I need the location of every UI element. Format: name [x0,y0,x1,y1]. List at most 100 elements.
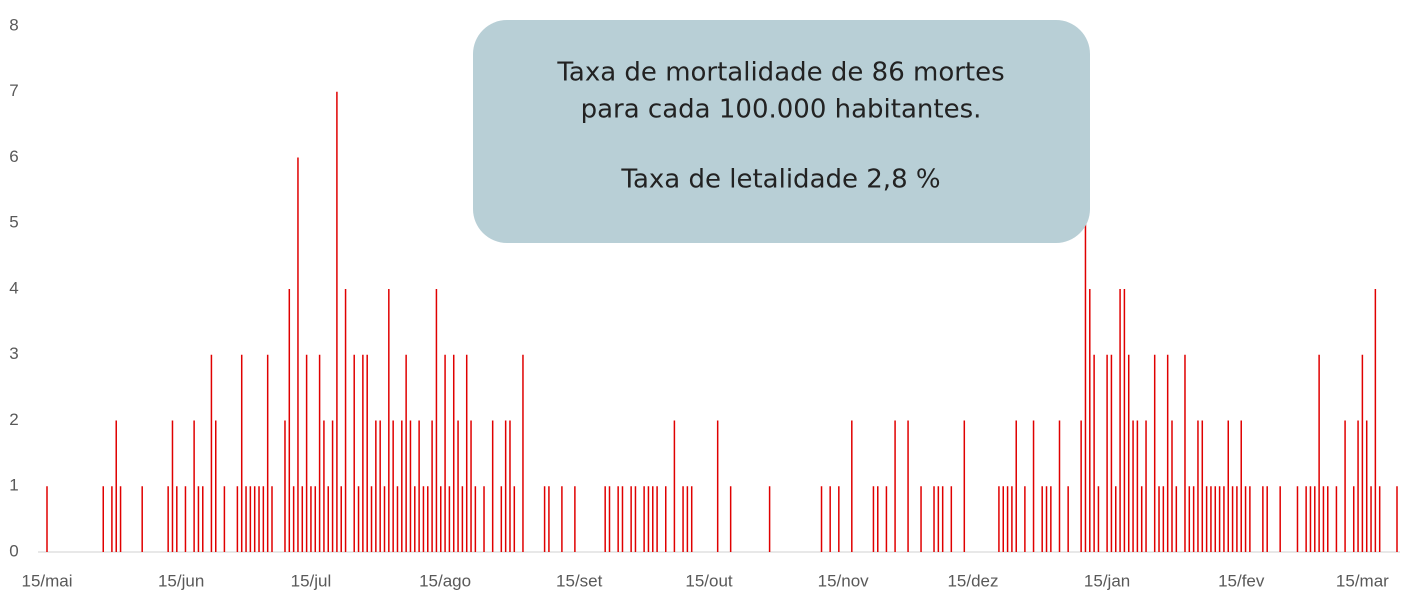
bar [366,354,368,552]
bar [344,289,347,552]
bar [500,486,503,552]
bar [202,486,204,552]
bar [885,486,888,552]
bar [440,486,442,552]
bar [258,486,260,552]
bar [1119,289,1121,552]
annotation-line: Taxa de mortalidade de 86 mortes [556,58,1004,88]
bar [284,420,286,552]
bar [1227,420,1229,552]
bar [331,420,334,552]
bar [604,486,606,552]
y-tick-label: 6 [9,147,18,166]
bar [647,486,650,552]
bar [933,486,935,552]
bar [1106,354,1108,552]
bar [1361,354,1364,552]
bar [1184,354,1186,552]
x-tick-label: 15/mai [21,571,72,590]
annotation-line: Taxa de letalidade 2,8 % [620,165,940,195]
bar [1357,420,1359,552]
bar [1115,486,1117,552]
bar [1093,354,1095,552]
bar [1314,486,1316,552]
bar [1309,486,1312,552]
bar [457,420,459,552]
bar [829,486,831,552]
bar [409,420,412,552]
annotation-box [473,20,1090,243]
bar [401,420,403,552]
bar [1197,420,1199,552]
bar [1240,420,1242,552]
bar [431,420,433,552]
bar [1249,486,1251,552]
bar [210,354,213,552]
bar [1127,354,1130,552]
bar [1279,486,1281,552]
bar [1084,223,1087,552]
bar [392,420,394,552]
bar [907,420,909,552]
bar [1335,486,1338,552]
bar [1175,486,1178,552]
bar [937,486,940,552]
bar [686,486,689,552]
bar [336,91,338,552]
bar [1158,486,1160,552]
x-tick-label: 15/jun [158,571,204,590]
bar [1231,486,1234,552]
bar [1123,289,1126,552]
bar [414,486,416,552]
bar [950,486,953,552]
bar [543,486,546,552]
y-tick-label: 3 [9,344,18,363]
bar [262,486,265,552]
x-tick-label: 15/set [556,571,603,590]
bar [838,486,840,552]
bar [318,354,321,552]
bar [119,486,122,552]
y-tick-label: 4 [9,278,18,297]
bar [630,486,632,552]
bar [1032,420,1035,552]
bar [461,486,464,552]
bar [253,486,256,552]
bar [184,486,187,552]
bar [340,486,342,552]
bar [665,486,667,552]
x-tick-label: 15/fev [1218,571,1265,590]
bar [768,486,771,552]
bar [1110,354,1113,552]
bar [1006,486,1009,552]
bar [1192,486,1195,552]
bar [690,486,693,552]
bar [465,354,468,552]
bar [314,486,317,552]
bar [271,486,273,552]
bar [483,486,485,552]
bar [1145,420,1147,552]
bar [1210,486,1212,552]
bar [236,486,239,552]
y-tick-label: 1 [9,476,18,495]
bar [1136,420,1139,552]
bar [115,420,117,552]
bar [240,354,243,552]
y-tick-label: 8 [9,15,18,34]
bar [197,486,200,552]
bar [470,420,472,552]
bar [574,486,576,552]
bar [1244,486,1247,552]
bar [1201,420,1204,552]
bar [1223,486,1225,552]
bar [215,420,217,552]
bar [872,486,875,552]
bar [301,486,304,552]
bar [405,354,407,552]
bar [1378,486,1381,552]
x-tick-label: 15/ago [419,571,471,590]
y-tick-label: 7 [9,81,18,100]
annotation-line: para cada 100.000 habitantes. [581,95,982,125]
